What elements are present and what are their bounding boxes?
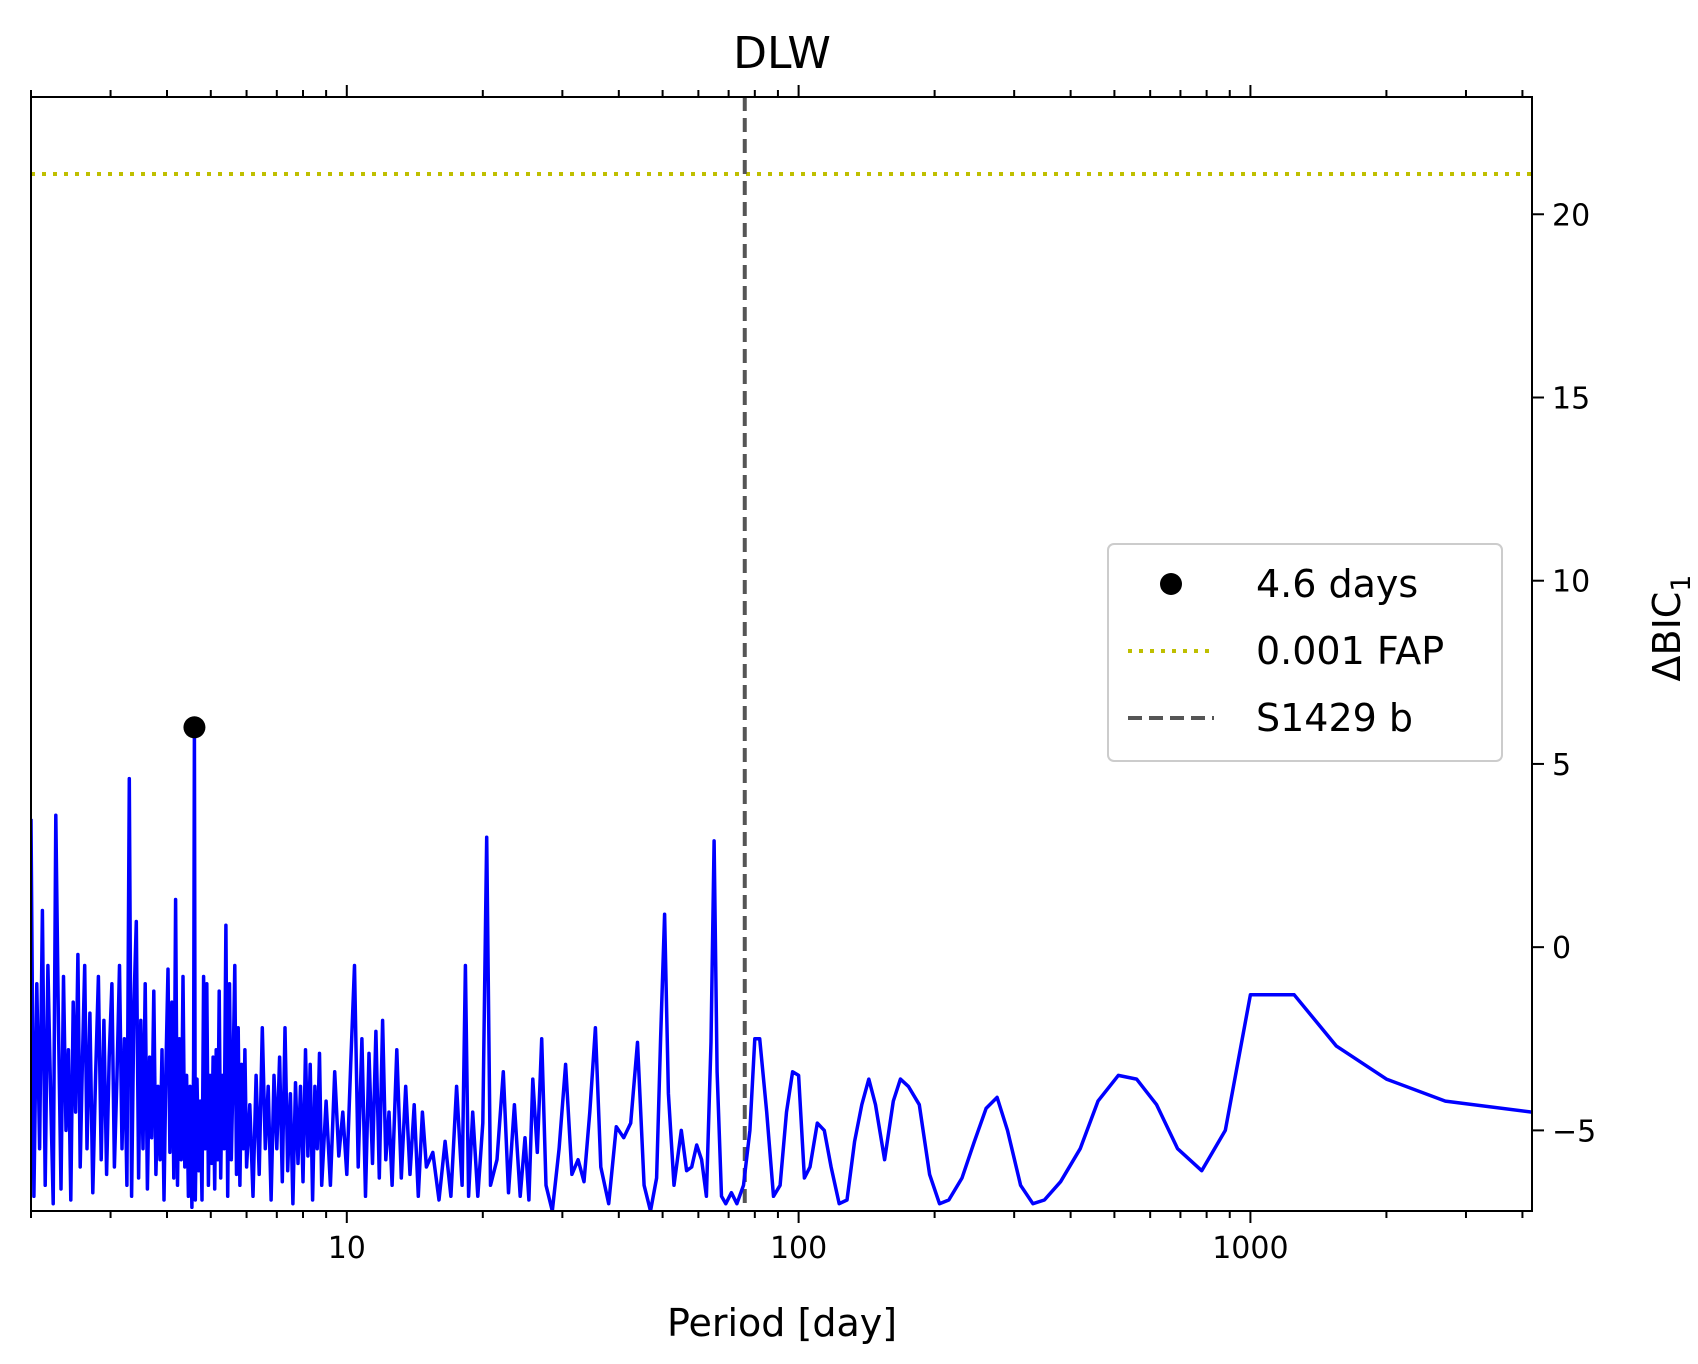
x-tick-label: 10 xyxy=(328,1231,366,1266)
legend-label: S1429 b xyxy=(1256,696,1413,740)
x-tick-label: 1000 xyxy=(1212,1231,1288,1266)
y-tick-label: −5 xyxy=(1552,1114,1596,1149)
y-tick-label: 0 xyxy=(1552,931,1571,966)
peak-marker xyxy=(183,716,206,739)
x-axis-label: Period [day] xyxy=(667,1301,897,1345)
y-axis-ticks: −5 0 5 10 15 20 xyxy=(1532,198,1596,1149)
y-tick-label: 5 xyxy=(1552,748,1571,783)
y-tick-label: 10 xyxy=(1552,565,1590,600)
legend-marker-dot xyxy=(1160,573,1182,595)
y-axis-label-main: ΔBIC xyxy=(1645,592,1689,682)
chart-title: DLW xyxy=(733,28,831,79)
legend-box xyxy=(1107,543,1503,762)
y-tick-label: 15 xyxy=(1552,381,1590,416)
legend: 4.6 days 0.001 FAP S1429 b xyxy=(1107,543,1503,762)
y-axis-label-subscript: 1 xyxy=(1666,575,1697,592)
plot-area xyxy=(30,96,1533,1212)
legend-label: 0.001 FAP xyxy=(1256,629,1444,673)
y-axis-label: ΔBIC1 xyxy=(1645,575,1697,682)
y-tick-label: 20 xyxy=(1552,198,1590,233)
x-axis-ticks: 10 100 1000 xyxy=(30,85,1524,1266)
x-tick-label: 100 xyxy=(770,1231,827,1266)
legend-label: 4.6 days xyxy=(1256,562,1418,606)
series-line-periodogram xyxy=(31,725,1532,1211)
plot-frame xyxy=(30,96,1533,1212)
